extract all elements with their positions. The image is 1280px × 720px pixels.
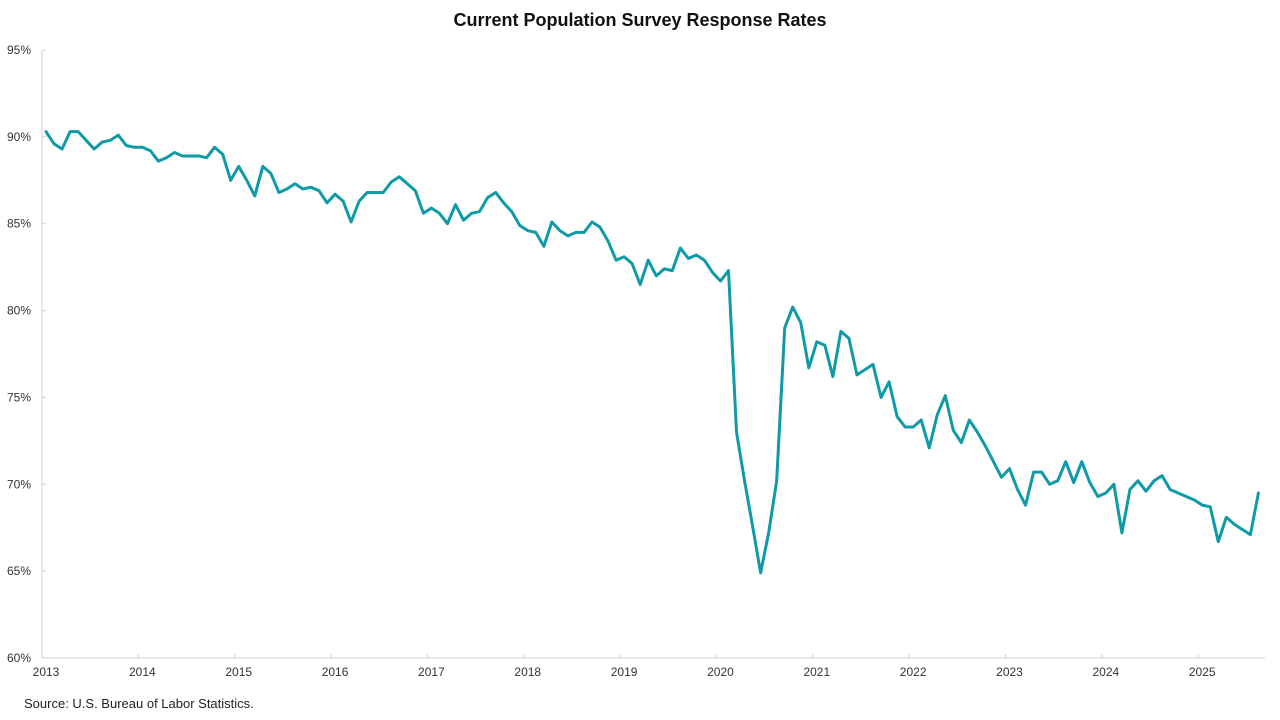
x-tick-label: 2018 bbox=[514, 665, 541, 679]
y-tick-label: 80% bbox=[7, 304, 31, 318]
x-tick-label: 2019 bbox=[611, 665, 638, 679]
x-tick-label: 2014 bbox=[129, 665, 156, 679]
x-tick-label: 2023 bbox=[996, 665, 1023, 679]
series-line bbox=[44, 130, 1260, 575]
y-tick-label: 75% bbox=[7, 390, 31, 404]
x-tick-label: 2017 bbox=[418, 665, 445, 679]
x-tick-label: 2016 bbox=[322, 665, 349, 679]
source-note: Source: U.S. Bureau of Labor Statistics. bbox=[24, 696, 254, 711]
y-tick-label: 60% bbox=[7, 651, 31, 665]
x-tick-label: 2021 bbox=[803, 665, 830, 679]
y-tick-label: 65% bbox=[7, 564, 31, 578]
y-tick-label: 70% bbox=[7, 477, 31, 491]
series-group bbox=[44, 130, 1260, 575]
y-axis: 60% 65% 70% 75% 80% 85% 90% 95% bbox=[7, 43, 46, 665]
x-tick-label: 2020 bbox=[707, 665, 734, 679]
y-tick-label: 85% bbox=[7, 217, 31, 231]
chart-title: Current Population Survey Response Rates bbox=[453, 10, 827, 30]
x-tick-label: 2022 bbox=[900, 665, 927, 679]
x-tick-label: 2025 bbox=[1189, 665, 1216, 679]
x-tick-label: 2024 bbox=[1092, 665, 1119, 679]
y-tick-label: 95% bbox=[7, 43, 31, 57]
x-axis: 2013 2014 2015 2016 2017 2018 2019 2020 2021 2022… bbox=[33, 654, 1265, 679]
y-tick-label: 90% bbox=[7, 130, 31, 144]
x-tick-label: 2013 bbox=[33, 665, 60, 679]
x-tick-label: 2015 bbox=[225, 665, 252, 679]
